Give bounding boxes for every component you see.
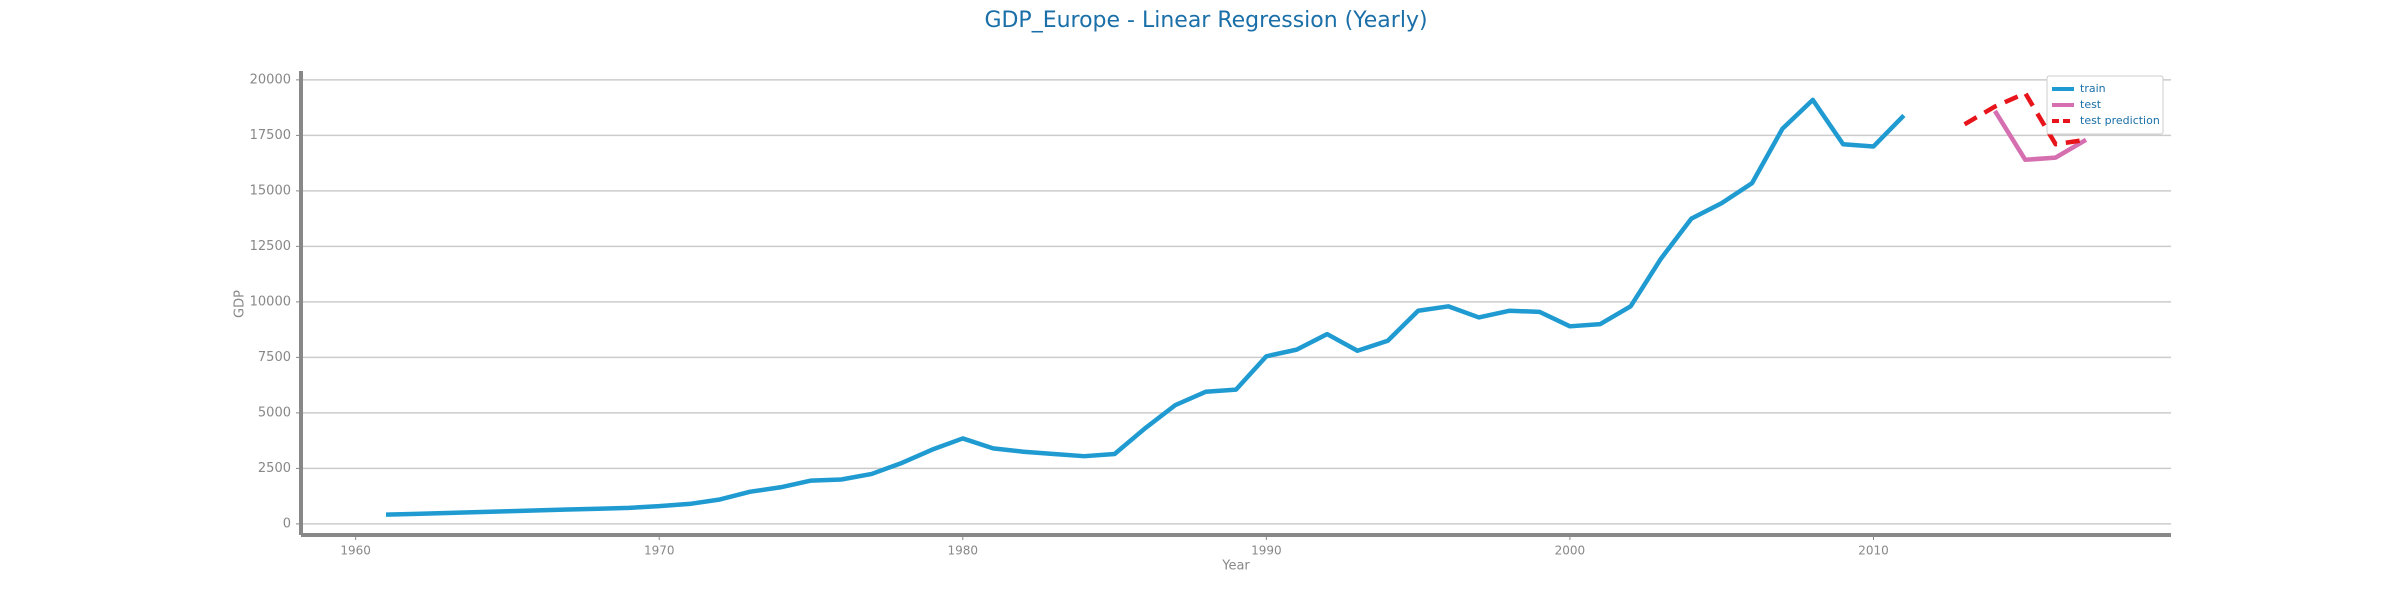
y-tick-label: 20000 [250, 72, 291, 87]
x-axis-label: Year [1221, 559, 1250, 574]
legend-label: test prediction [2080, 114, 2160, 127]
legend-label: test [2080, 98, 2102, 111]
x-tick-label: 1960 [340, 544, 371, 558]
x-tick-label: 1970 [644, 544, 675, 558]
x-tick-label: 1990 [1251, 544, 1282, 558]
legend-label: train [2080, 82, 2106, 95]
chart-title: GDP_Europe - Linear Regression (Yearly) [984, 8, 1427, 33]
y-tick-label: 7500 [258, 350, 291, 365]
y-tick-label: 5000 [258, 405, 291, 420]
x-tick-label: 1980 [948, 544, 979, 558]
y-tick-label: 10000 [250, 294, 291, 309]
y-tick-label: 17500 [250, 128, 291, 143]
x-tick-label: 2010 [1858, 544, 1889, 558]
legend-box [2046, 75, 2164, 135]
series-line [1963, 90, 2087, 147]
series-line [385, 97, 1906, 517]
y-tick-label: 2500 [258, 461, 291, 476]
x-tick-label: 2000 [1555, 544, 1586, 558]
y-tick-label: 12500 [250, 239, 291, 254]
y-axis-label: GDP [233, 290, 248, 318]
y-tick-label: 15000 [250, 183, 291, 198]
series-line [1993, 109, 2088, 163]
y-tick-label: 0 [283, 516, 291, 531]
